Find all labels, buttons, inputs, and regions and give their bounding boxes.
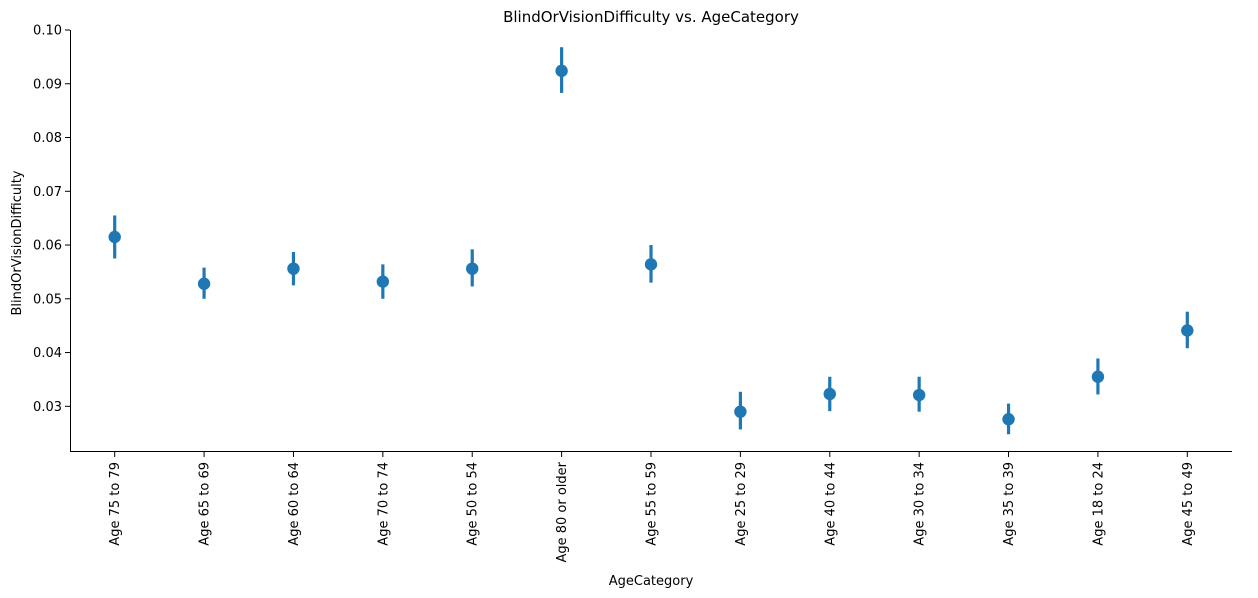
data-point	[734, 405, 747, 418]
x-tick-label: Age 45 to 49	[1181, 462, 1196, 546]
x-tick-label: Age 30 to 34	[913, 462, 928, 546]
x-tick-label: Age 50 to 54	[466, 462, 481, 546]
data-point	[644, 258, 658, 271]
x-tick-label: Age 70 to 74	[376, 462, 391, 546]
x-tick-label: Age 65 to 69	[198, 462, 213, 546]
x-tick-label: Age 18 to 24	[1091, 462, 1106, 546]
x-tick-label: Age 80 or older	[555, 461, 570, 562]
data-point	[1002, 413, 1015, 426]
data-point	[1181, 324, 1194, 337]
x-tick-label: Age 55 to 59	[645, 462, 660, 546]
data-point	[287, 262, 300, 275]
plot-area: 0.03 0.04 0.05 0.06 0.07 0.08 0.09 0.10 Age 75 …	[33, 24, 1232, 563]
data-point	[823, 387, 836, 401]
y-tick-label: 0.05	[33, 292, 62, 307]
y-tick-label: 0.04	[33, 346, 62, 361]
y-tick-label: 0.10	[33, 24, 62, 39]
data-points	[108, 64, 1194, 426]
data-point	[466, 262, 479, 275]
data-point	[376, 275, 390, 288]
data-point	[108, 230, 121, 244]
data-point	[197, 277, 211, 290]
x-tick-label: Age 60 to 64	[287, 462, 302, 546]
y-axis-title: BlindOrVisionDifficulty	[10, 170, 25, 315]
y-ticks: 0.03 0.04 0.05 0.06 0.07 0.08 0.09 0.10	[33, 24, 70, 415]
y-tick-label: 0.06	[33, 239, 62, 254]
x-tick-label: Age 35 to 39	[1002, 462, 1017, 546]
chart-title: BlindOrVisionDifficulty vs. AgeCategory	[503, 8, 799, 26]
y-tick-label: 0.03	[33, 400, 62, 415]
x-tick-label: Age 40 to 44	[823, 462, 838, 546]
x-axis-title: AgeCategory	[609, 574, 694, 589]
y-tick-label: 0.08	[33, 131, 62, 146]
y-tick-label: 0.09	[33, 77, 62, 92]
data-point	[555, 64, 568, 78]
x-tick-label: Age 75 to 79	[108, 462, 123, 546]
y-tick-label: 0.07	[33, 185, 62, 200]
data-point	[912, 388, 926, 402]
data-point	[1091, 370, 1105, 383]
error-bars	[113, 47, 1189, 435]
x-ticks: Age 75 to 79 Age 65 to 69 Age 60 to 64 Age …	[108, 452, 1196, 563]
x-tick-label: Age 25 to 29	[734, 462, 749, 546]
